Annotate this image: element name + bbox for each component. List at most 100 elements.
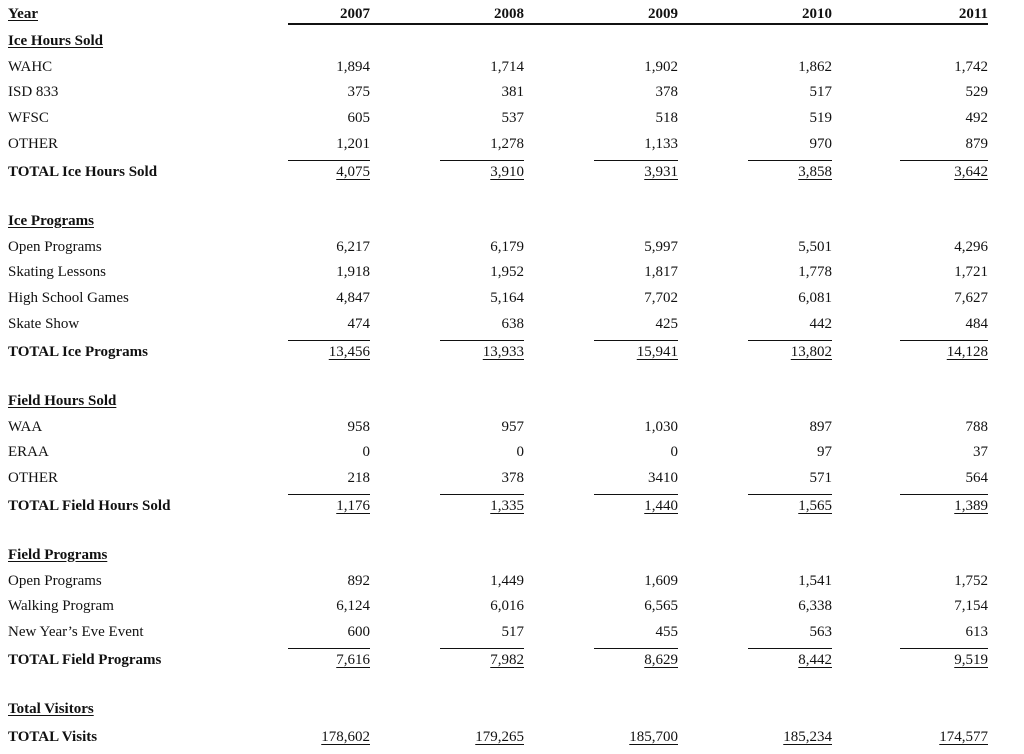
total-cell-2011: 3,642 (954, 163, 988, 180)
value-cell-2010: 5,501 (798, 238, 832, 255)
value-cell-2009: 518 (655, 110, 679, 127)
value-cell-2011: 37 (973, 444, 988, 461)
section-title-field-hours-sold: Field Hours Sold (8, 393, 117, 409)
total-row: TOTAL Field Hours Sold 1,176 1,335 1,440 1,5… (0, 495, 1024, 519)
row-label: ERAA (8, 444, 49, 461)
value-cell-2009: 1,030 (644, 418, 678, 435)
value-cell-2009: 6,565 (644, 598, 678, 615)
row-label: New Year’s Eve Event (8, 624, 144, 641)
year-header-label: Year (8, 6, 38, 22)
value-cell-2010: 897 (809, 418, 833, 435)
total-label-ice-hours-sold: TOTAL Ice Hours Sold (8, 163, 158, 180)
subtotal-rule (288, 493, 370, 495)
value-cell-2010: 6,338 (798, 598, 832, 615)
value-cell-2010: 563 (809, 624, 833, 641)
row-label: High School Games (8, 290, 129, 307)
total-cell-2009: 15,941 (636, 343, 678, 360)
value-cell-2011: 4,296 (954, 238, 988, 255)
table-row: Skating Lessons 1,918 1,952 1,817 1,778 1,721 (0, 261, 1024, 285)
year-header-2009: 2009 (648, 6, 678, 22)
value-cell-2010: 1,778 (798, 264, 832, 281)
section-title-row: Ice Hours Sold (0, 30, 1024, 54)
row-label: OTHER (8, 470, 58, 487)
subtotal-rule (748, 647, 832, 649)
value-cell-2009: 3410 (648, 470, 678, 487)
value-cell-2010: 970 (809, 135, 833, 152)
value-cell-2011: 492 (965, 110, 989, 127)
value-cell-2011: 613 (965, 624, 989, 641)
value-cell-2011: 1,721 (954, 264, 988, 281)
subtotal-rule (288, 647, 370, 649)
value-cell-2008: 381 (501, 84, 525, 101)
row-label: WFSC (8, 110, 49, 127)
subtotal-rule (440, 493, 524, 495)
total-cell-2007: 178,602 (321, 728, 370, 745)
value-cell-2008: 957 (501, 418, 525, 435)
value-cell-2008: 537 (501, 110, 525, 127)
row-label: Open Programs (8, 572, 102, 589)
subtotal-rule (440, 647, 524, 649)
value-cell-2007: 474 (347, 315, 371, 332)
value-cell-2009: 378 (655, 84, 679, 101)
value-cell-2011: 564 (965, 470, 989, 487)
value-cell-2007: 4,847 (336, 290, 370, 307)
value-cell-2008: 5,164 (490, 290, 524, 307)
row-label: Skating Lessons (8, 264, 106, 281)
total-cell-2009: 8,629 (644, 651, 678, 668)
subtotal-rule (594, 159, 678, 161)
section-title-row: Field Programs (0, 544, 1024, 568)
value-cell-2009: 1,817 (644, 264, 678, 281)
total-cell-2011: 1,389 (954, 497, 988, 514)
subtotal-rule (594, 493, 678, 495)
year-header-2008: 2008 (494, 6, 524, 22)
subtotal-rule (440, 339, 524, 341)
total-cell-2007: 4,075 (336, 163, 370, 180)
value-cell-2009: 425 (655, 315, 679, 332)
value-cell-2007: 1,894 (336, 58, 370, 75)
section-title-ice-hours-sold: Ice Hours Sold (8, 33, 104, 49)
total-row: TOTAL Ice Programs 13,456 13,933 15,941 13,8… (0, 341, 1024, 365)
table-row: OTHER 218 378 3410 571 564 (0, 467, 1024, 491)
subtotal-rule (748, 159, 832, 161)
value-cell-2007: 1,918 (336, 264, 370, 281)
total-cell-2011: 174,577 (939, 728, 988, 745)
value-cell-2011: 788 (965, 418, 989, 435)
table-row: Walking Program 6,124 6,016 6,565 6,338 7,154 (0, 595, 1024, 619)
value-cell-2008: 1,278 (490, 135, 524, 152)
value-cell-2009: 5,997 (644, 238, 678, 255)
value-cell-2009: 1,133 (644, 135, 678, 152)
value-cell-2010: 517 (809, 84, 833, 101)
value-cell-2009: 455 (655, 624, 679, 641)
total-cell-2010: 8,442 (798, 651, 832, 668)
section-title-row: Ice Programs (0, 210, 1024, 234)
table-row: High School Games 4,847 5,164 7,702 6,081 7,6… (0, 287, 1024, 311)
value-cell-2008: 1,449 (490, 572, 524, 589)
table-row: Open Programs 892 1,449 1,609 1,541 1,752 (0, 570, 1024, 594)
subtotal-rule (440, 159, 524, 161)
value-cell-2008: 6,016 (490, 598, 524, 615)
row-label: Walking Program (8, 598, 114, 615)
table-row: Open Programs 6,217 6,179 5,997 5,501 4,296 (0, 236, 1024, 260)
subtotal-rule (748, 339, 832, 341)
subtotal-rule (748, 493, 832, 495)
value-cell-2011: 7,154 (954, 598, 988, 615)
total-cell-2009: 3,931 (644, 163, 678, 180)
table-row: WAHC 1,894 1,714 1,902 1,862 1,742 (0, 56, 1024, 80)
value-cell-2008: 6,179 (490, 238, 524, 255)
section-title-row: Field Hours Sold (0, 390, 1024, 414)
total-row: TOTAL Field Programs 7,616 7,982 8,629 8,442… (0, 649, 1024, 673)
subtotal-rule (900, 159, 988, 161)
value-cell-2011: 1,752 (954, 572, 988, 589)
table-row: New Year’s Eve Event 600 517 455 563 613 (0, 621, 1024, 645)
value-cell-2007: 958 (347, 418, 371, 435)
subtotal-rule (288, 159, 370, 161)
total-cell-2010: 1,565 (798, 497, 832, 514)
value-cell-2011: 1,742 (954, 58, 988, 75)
value-cell-2007: 892 (347, 572, 371, 589)
value-cell-2011: 7,627 (954, 290, 988, 307)
year-header-2011: 2011 (958, 6, 988, 22)
subtotal-rule (900, 339, 988, 341)
value-cell-2008: 517 (501, 624, 525, 641)
value-cell-2010: 571 (809, 470, 833, 487)
